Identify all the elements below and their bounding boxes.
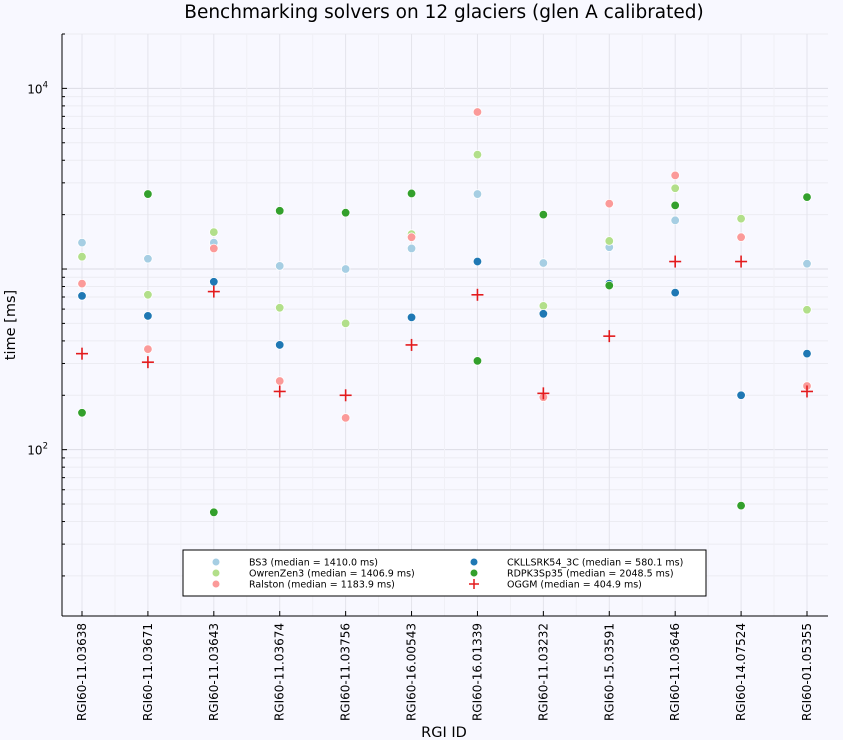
data-point: [604, 198, 614, 209]
y-axis-label: time [ms]: [3, 290, 19, 360]
x-tick-label: RGI60-15.03591: [602, 623, 616, 721]
x-tick-label: RGI60-16.01339: [470, 623, 484, 721]
data-point: [472, 149, 483, 160]
data-point: [406, 232, 417, 242]
x-tick-label: RGI60-11.03232: [536, 623, 550, 721]
data-point: [670, 200, 680, 211]
data-point: [472, 256, 483, 267]
data-point: [736, 232, 746, 242]
legend-label: BS3 (median = 1410.0 ms): [249, 558, 378, 569]
data-point: [538, 258, 549, 268]
data-point: [670, 170, 680, 181]
data-point-oggm: [141, 356, 154, 369]
data-point-oggm: [537, 387, 550, 400]
data-point: [143, 344, 153, 354]
x-tick-label: RGI60-11.03674: [273, 623, 287, 721]
data-point: [209, 227, 219, 237]
data-point: [77, 278, 87, 289]
data-point: [275, 303, 285, 313]
legend-label: RDPK3Sp35 (median = 2048.5 ms): [507, 569, 674, 580]
data-point-oggm: [405, 338, 418, 351]
data-point: [340, 413, 351, 423]
data-point: [604, 280, 614, 291]
data-point: [209, 277, 219, 287]
data-point: [209, 507, 219, 518]
legend-label: Ralston (median = 1183.9 ms): [249, 580, 395, 591]
data-point: [538, 309, 549, 319]
legend-label: OGGM (median = 404.9 ms): [507, 580, 642, 591]
data-point-oggm: [735, 255, 748, 268]
data-point: [77, 237, 87, 248]
data-point: [538, 209, 549, 220]
x-tick-label: RGI60-11.03643: [207, 623, 221, 721]
legend-label: CKLLSRK54_3C (median = 580.1 ms): [507, 558, 683, 569]
y-tick-label: 102: [27, 442, 48, 458]
data-point-oggm: [207, 285, 220, 298]
data-point: [209, 243, 219, 254]
legend-marker: [211, 557, 221, 567]
x-tick-label: RGI60-11.03646: [668, 623, 682, 721]
data-points: [76, 107, 813, 518]
data-point: [77, 291, 87, 301]
data-point: [604, 236, 614, 246]
legend-marker: [469, 568, 479, 578]
data-point: [670, 287, 680, 298]
data-point: [143, 189, 153, 199]
data-point: [406, 188, 417, 199]
x-tick-label: RGI60-01.05355: [800, 623, 814, 721]
legend-marker: [211, 579, 221, 589]
x-tick-label: RGI60-11.03638: [75, 623, 89, 721]
legend: BS3 (median = 1410.0 ms)OwrenZen3 (media…: [182, 549, 707, 597]
data-point: [143, 290, 153, 300]
data-point: [670, 183, 680, 193]
data-point-oggm: [76, 347, 88, 360]
data-point: [802, 348, 812, 359]
data-point: [77, 252, 87, 262]
data-point-oggm: [669, 255, 682, 268]
data-point: [670, 215, 680, 226]
data-point: [340, 318, 351, 329]
x-tick-label: RGI60-11.03756: [339, 623, 353, 721]
data-point: [472, 107, 483, 117]
axes: 102 104 RGI60-11.03638 RGI60-11.03671 RGI60-…: [27, 33, 828, 721]
x-tick-label: RGI60-16.00543: [405, 623, 419, 721]
data-point: [143, 254, 153, 264]
data-point: [472, 189, 483, 199]
data-point: [340, 208, 351, 218]
data-point: [275, 261, 285, 271]
legend-marker: [469, 557, 479, 567]
legend-label: OwrenZen3 (median = 1406.9 ms): [249, 569, 415, 580]
grid: [62, 33, 828, 616]
data-point-oggm: [801, 385, 813, 398]
data-point: [736, 500, 746, 511]
data-point-oggm: [273, 385, 286, 398]
y-tick-label: 104: [27, 80, 48, 96]
data-point: [406, 243, 417, 254]
data-point: [802, 305, 812, 315]
legend-box: [182, 549, 707, 597]
data-point: [340, 264, 351, 274]
data-point: [275, 340, 285, 350]
x-tick-label: RGI60-14.07524: [734, 623, 748, 721]
legend-marker: [211, 568, 221, 578]
x-tick-label: RGI60-11.03671: [141, 623, 155, 721]
data-point: [736, 213, 746, 224]
chart-title: Benchmarking solvers on 12 glaciers (gle…: [184, 2, 704, 23]
data-point-oggm: [339, 389, 352, 402]
data-point: [275, 376, 285, 386]
data-point: [143, 311, 153, 321]
data-point-oggm: [603, 330, 616, 343]
data-point: [77, 408, 87, 418]
data-point: [275, 206, 285, 216]
data-point: [736, 390, 746, 400]
data-point: [802, 259, 812, 269]
data-point-oggm: [471, 288, 484, 301]
data-point: [472, 356, 483, 366]
data-point: [802, 192, 812, 202]
data-point: [406, 312, 417, 323]
data-point: [538, 301, 549, 311]
x-axis-label: RGI ID: [421, 725, 467, 740]
